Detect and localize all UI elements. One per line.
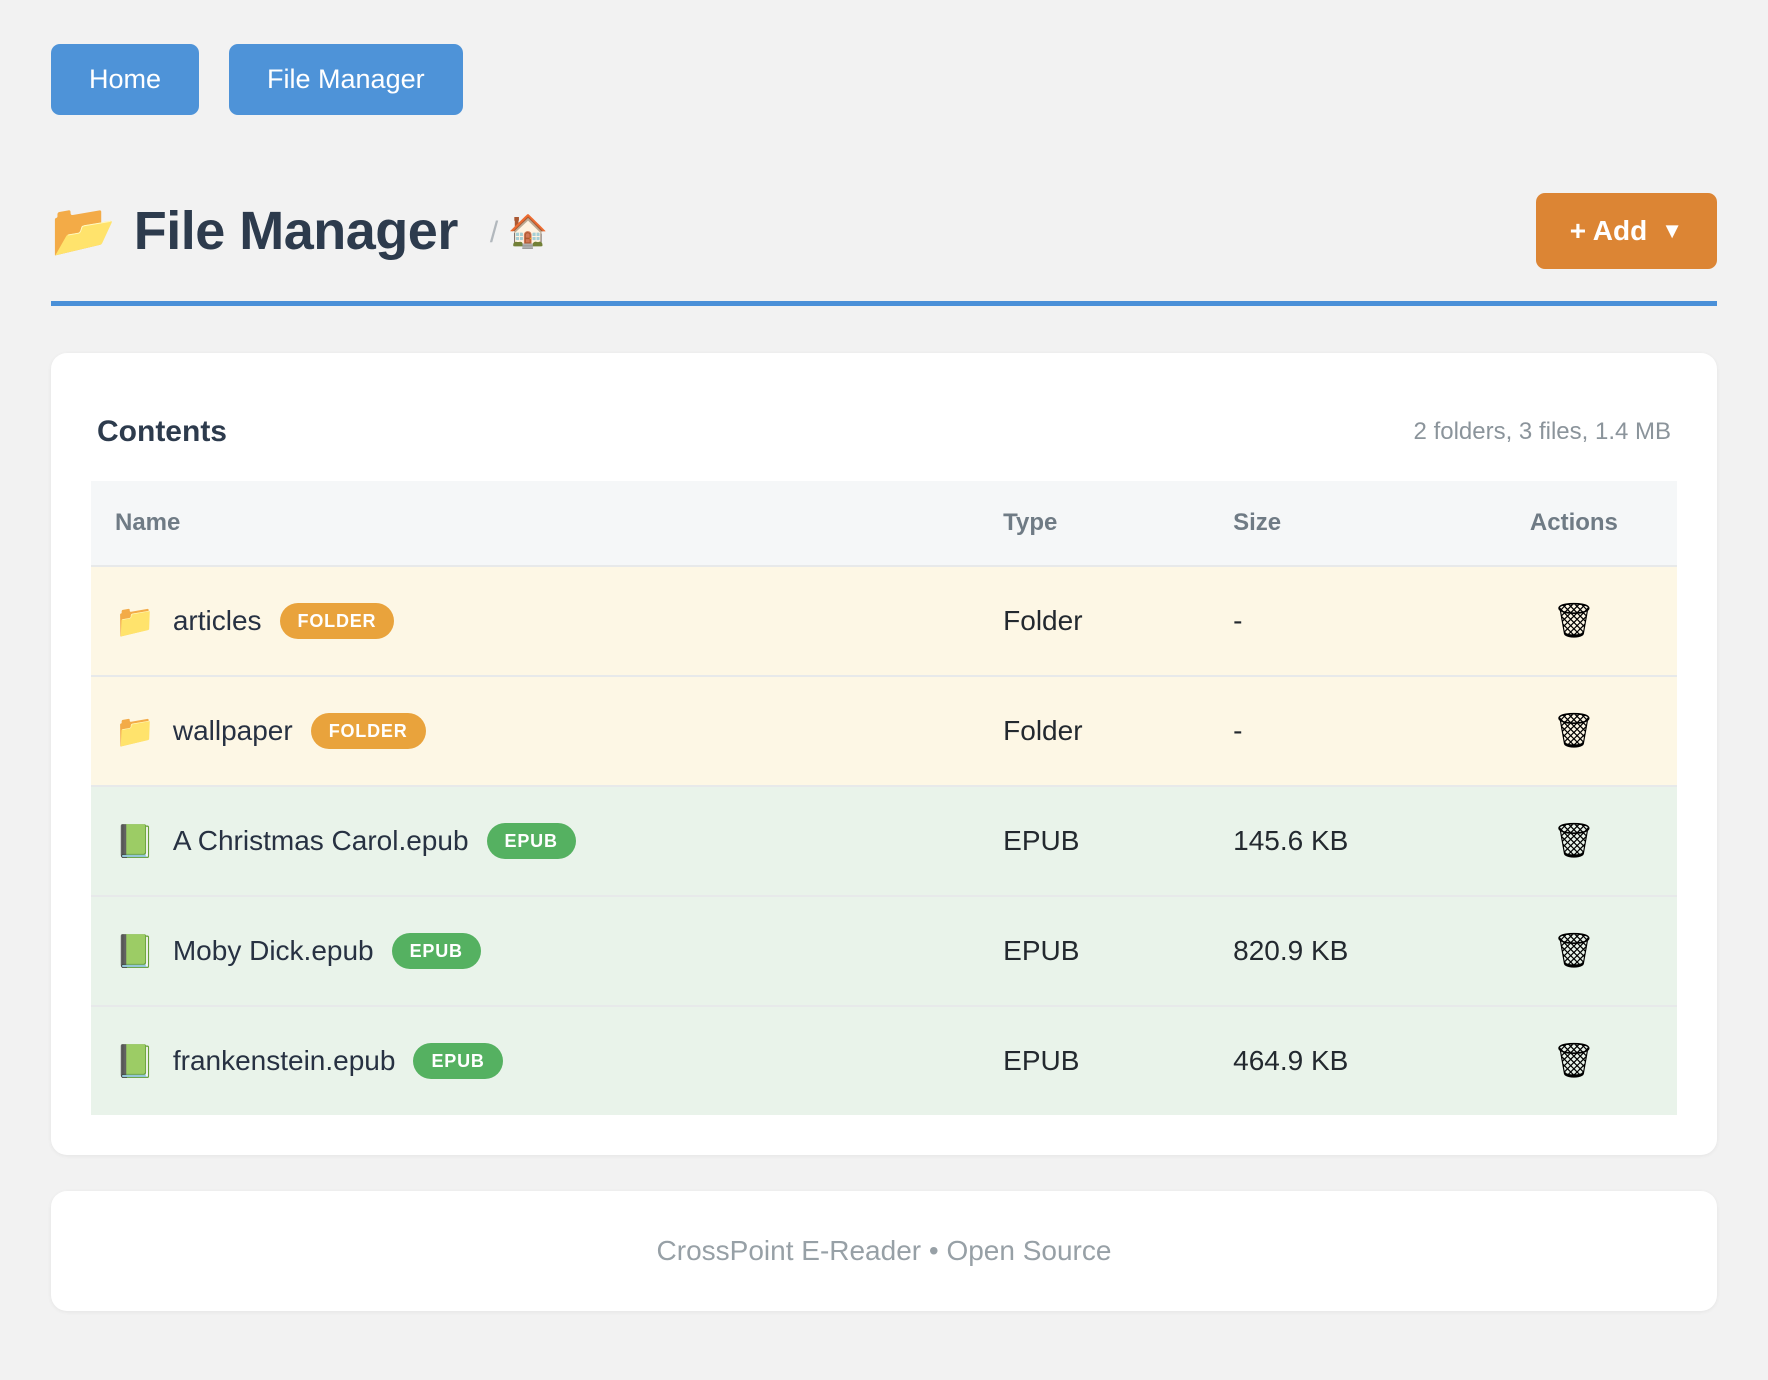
trash-icon[interactable]: 🗑 xyxy=(1552,601,1596,640)
footer-text: CrossPoint E-Reader • Open Source xyxy=(656,1235,1112,1266)
type-cell: EPUB xyxy=(979,895,1210,1006)
column-header-size: Size xyxy=(1209,481,1471,566)
size-cell: 145.6 KB xyxy=(1209,785,1471,896)
table-row[interactable]: 📁 wallpaper FOLDER Folder - 🗑 xyxy=(91,675,1677,786)
file-type-badge: FOLDER xyxy=(279,603,395,639)
page-title: File Manager xyxy=(133,201,459,261)
trash-icon[interactable]: 🗑 xyxy=(1552,821,1596,860)
file-name[interactable]: wallpaper xyxy=(172,715,293,746)
file-type-icon: 📁 xyxy=(115,603,155,639)
page-header: 📂 File Manager / 🏠 + Add ▼ xyxy=(51,193,1717,269)
size-cell: - xyxy=(1209,565,1471,676)
file-table-header: Name Type Size Actions xyxy=(91,481,1677,566)
home-icon[interactable]: 🏠 xyxy=(508,213,549,249)
chevron-down-icon: ▼ xyxy=(1661,218,1683,243)
page: Home File Manager 📂 File Manager / 🏠 + A… xyxy=(51,44,1717,1311)
type-cell: EPUB xyxy=(979,785,1210,896)
table-row[interactable]: 📗 Moby Dick.epub EPUB EPUB 820.9 KB 🗑 xyxy=(91,895,1677,1006)
trash-icon[interactable]: 🗑 xyxy=(1552,931,1596,970)
top-nav: Home File Manager xyxy=(51,44,1717,115)
header-divider xyxy=(51,301,1717,306)
trash-icon[interactable]: 🗑 xyxy=(1552,1041,1596,1080)
file-type-icon: 📗 xyxy=(115,933,155,969)
trash-icon[interactable]: 🗑 xyxy=(1552,711,1596,750)
column-header-name: Name xyxy=(91,481,980,566)
contents-card: Contents 2 folders, 3 files, 1.4 MB Name… xyxy=(51,353,1717,1155)
table-row[interactable]: 📗 frankenstein.epub EPUB EPUB 464.9 KB 🗑 xyxy=(91,1005,1677,1115)
size-cell: 820.9 KB xyxy=(1209,895,1471,1006)
size-cell: 464.9 KB xyxy=(1209,1005,1471,1115)
type-cell: Folder xyxy=(979,565,1210,676)
type-cell: Folder xyxy=(979,675,1210,786)
file-type-icon: 📗 xyxy=(115,1043,155,1079)
file-name[interactable]: articles xyxy=(172,605,262,636)
column-header-actions: Actions xyxy=(1470,481,1677,566)
table-row[interactable]: 📗 A Christmas Carol.epub EPUB EPUB 145.6… xyxy=(91,785,1677,896)
type-cell: EPUB xyxy=(979,1005,1210,1115)
file-table-body: 📁 articles FOLDER Folder - 🗑 📁 wallpaper… xyxy=(91,565,1677,1115)
file-name[interactable]: A Christmas Carol.epub xyxy=(172,825,469,856)
table-row[interactable]: 📁 articles FOLDER Folder - 🗑 xyxy=(91,565,1677,676)
add-button-label: + Add xyxy=(1569,215,1648,246)
file-type-badge: EPUB xyxy=(486,823,576,859)
column-header-type: Type xyxy=(979,481,1210,566)
file-type-icon: 📗 xyxy=(115,823,155,859)
size-cell: - xyxy=(1209,675,1471,786)
contents-card-header: Contents 2 folders, 3 files, 1.4 MB xyxy=(91,393,1677,455)
add-button[interactable]: + Add ▼ xyxy=(1535,193,1717,269)
nav-home-button[interactable]: Home xyxy=(51,44,200,115)
contents-summary: 2 folders, 3 files, 1.4 MB xyxy=(1413,418,1671,445)
title-group: 📂 File Manager / 🏠 xyxy=(51,200,548,262)
file-name[interactable]: Moby Dick.epub xyxy=(172,935,374,966)
nav-file-manager-button[interactable]: File Manager xyxy=(229,44,463,115)
contents-title: Contents xyxy=(97,415,227,448)
file-type-badge: EPUB xyxy=(391,933,481,969)
file-type-badge: EPUB xyxy=(413,1043,503,1079)
breadcrumb-separator: / xyxy=(489,216,499,249)
footer-card: CrossPoint E-Reader • Open Source xyxy=(51,1191,1717,1311)
folder-open-icon: 📂 xyxy=(51,202,116,260)
file-type-badge: FOLDER xyxy=(310,713,426,749)
file-name[interactable]: frankenstein.epub xyxy=(172,1045,396,1076)
file-table: Name Type Size Actions 📁 articles FOLDER… xyxy=(91,481,1677,1115)
file-type-icon: 📁 xyxy=(115,713,155,749)
breadcrumb: / 🏠 xyxy=(490,212,548,250)
